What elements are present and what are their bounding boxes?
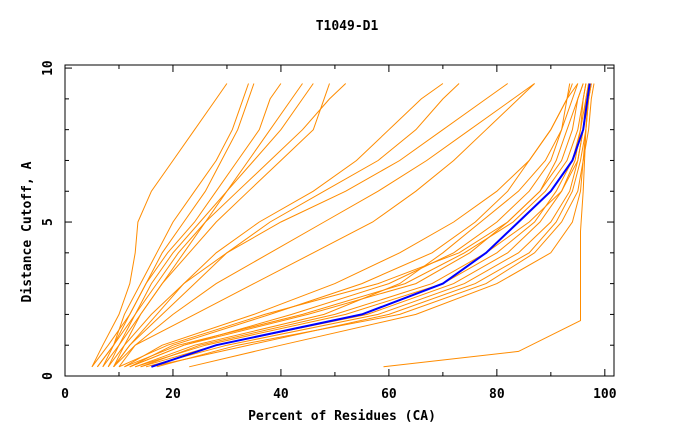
y-tick-label: 5 <box>41 218 56 226</box>
model-curve <box>135 83 579 368</box>
x-tick-label: 60 <box>381 387 397 402</box>
x-tick-label: 20 <box>165 387 181 402</box>
model-curve <box>91 83 282 368</box>
model-curve <box>113 83 460 368</box>
model-curve <box>113 83 444 368</box>
model-curve <box>113 83 330 368</box>
highlight-curve <box>151 83 591 368</box>
x-tick-label: 40 <box>273 387 289 402</box>
x-tick-label: 100 <box>593 387 617 402</box>
x-tick-label: 0 <box>61 387 69 402</box>
model-curve-outlier <box>383 83 590 368</box>
model-curve <box>107 83 314 368</box>
model-curve <box>102 83 347 368</box>
x-tick-label: 80 <box>489 387 505 402</box>
model-curve <box>124 83 587 368</box>
model-curve <box>156 83 595 368</box>
y-axis-label: Distance Cutoff, A <box>20 161 35 302</box>
model-curve <box>107 83 508 368</box>
model-curve <box>129 83 573 368</box>
model-curve <box>124 83 579 368</box>
model-curve <box>140 83 587 368</box>
model-curve <box>113 83 535 368</box>
model-curve <box>97 83 249 368</box>
y-tick-label: 10 <box>41 60 56 76</box>
model-curve <box>129 83 571 368</box>
model-curve <box>135 83 590 368</box>
y-tick-label: 0 <box>41 372 56 380</box>
model-curve <box>118 83 584 368</box>
chart-title: T1049-D1 <box>316 19 379 34</box>
model-curve <box>91 83 228 368</box>
model-curve <box>97 83 255 368</box>
plot-frame <box>64 64 615 377</box>
model-curve <box>118 83 535 368</box>
x-axis-label: Percent of Residues (CA) <box>248 409 436 424</box>
